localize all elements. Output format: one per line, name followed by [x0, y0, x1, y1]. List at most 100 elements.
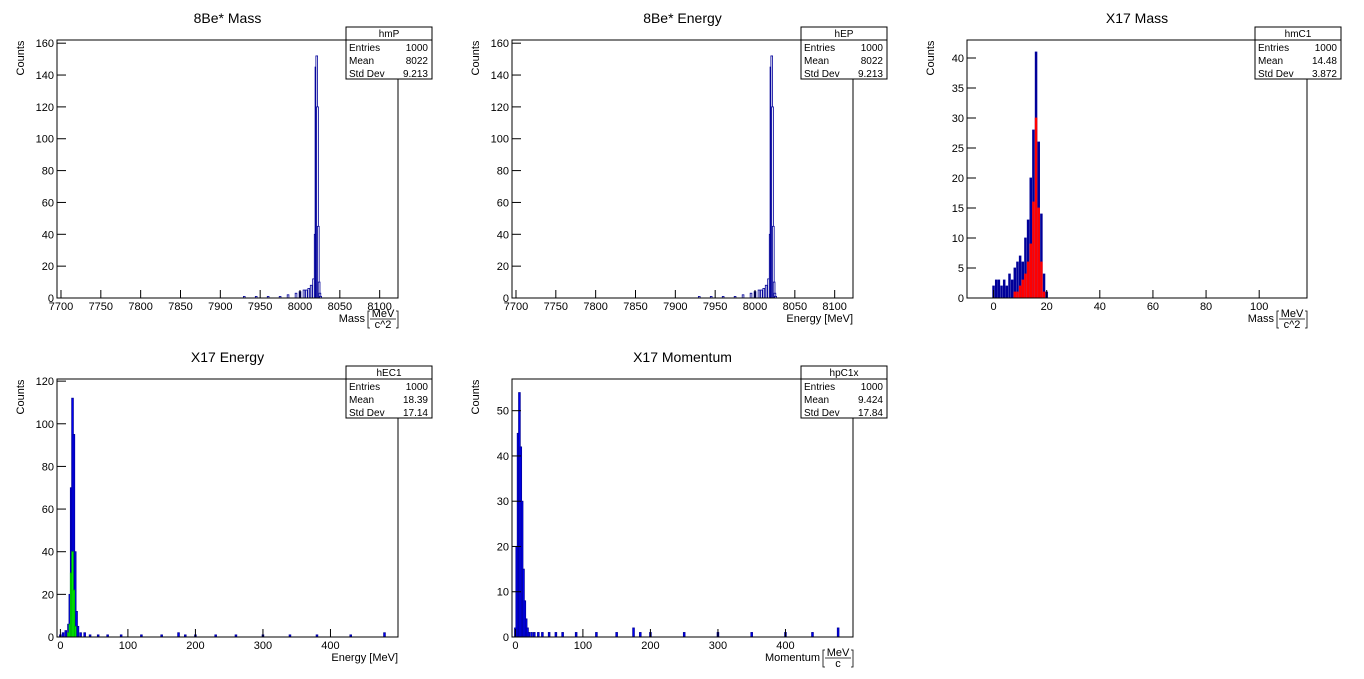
y-tick-label: 35 — [952, 83, 964, 95]
stats-row-value: 8022 — [406, 56, 429, 67]
x-tick-label: 300 — [709, 640, 727, 652]
x-tick-label: 80 — [1200, 301, 1212, 313]
x-tick-label: 8100 — [822, 301, 846, 313]
x-tick-label: 7700 — [504, 301, 528, 313]
stats-row-key: Entries — [349, 382, 380, 393]
y-tick-label: 0 — [503, 632, 509, 644]
x-tick-label: 100 — [574, 640, 592, 652]
histogram-bar — [1008, 273, 1011, 299]
y-tick-label: 40 — [42, 547, 54, 559]
y-tick-label: 20 — [952, 173, 964, 185]
histogram-bar — [1029, 243, 1033, 299]
x-tick-label: 8000 — [288, 301, 312, 313]
stats-box-frame — [800, 26, 888, 80]
y-axis-label: Counts — [470, 40, 482, 75]
y-tick-label: 120 — [36, 102, 54, 114]
y-axis-label: Counts — [15, 379, 27, 414]
stats-row-key: Entries — [1258, 43, 1289, 54]
histogram-bar — [61, 632, 65, 638]
stats-box-name: hmP — [379, 29, 400, 40]
histogram-bar — [994, 279, 998, 299]
histogram-bar — [997, 279, 1001, 299]
x-tick-label: 200 — [641, 640, 659, 652]
y-tick-label: 40 — [42, 229, 54, 241]
stats-row-value: 1000 — [406, 43, 429, 54]
histogram-bar — [530, 632, 533, 638]
stats-row-key: Std Dev — [804, 69, 840, 80]
histogram-bar — [305, 289, 308, 299]
y-tick-label: 100 — [36, 419, 54, 431]
x-tick-label: 7800 — [583, 301, 607, 313]
y-tick-label: 20 — [497, 261, 509, 273]
histogram-bar — [682, 632, 686, 638]
x-tick-label: 400 — [776, 640, 794, 652]
histogram-bar — [307, 288, 311, 299]
histogram-bar — [1005, 285, 1009, 299]
histogram-bar — [760, 289, 763, 299]
chart-title: 8Be* Mass — [194, 10, 262, 26]
y-tick-label: 140 — [491, 70, 509, 82]
histogram-bar — [615, 632, 618, 638]
plot-frame — [511, 39, 854, 299]
plot-frame — [56, 378, 399, 638]
y-tick-label: 10 — [497, 587, 509, 599]
histogram-bar — [309, 284, 313, 299]
x-unit-denominator: c^2 — [1284, 319, 1301, 331]
stats-row-key: Entries — [349, 43, 380, 54]
histogram-bar — [527, 632, 531, 638]
histogram-bar — [79, 632, 82, 638]
y-tick-label: 60 — [42, 504, 54, 516]
y-tick-label: 30 — [952, 113, 964, 125]
x-unit-right-bracket — [851, 649, 854, 668]
histogram-bar — [632, 627, 635, 638]
stats-row-key: Std Dev — [349, 69, 385, 80]
x-tick-label: 8100 — [367, 301, 391, 313]
histogram-bar — [537, 632, 540, 638]
histogram-bar — [811, 632, 814, 638]
histogram-bar — [177, 632, 180, 638]
histogram-bar — [294, 292, 298, 299]
histogram-bar — [836, 627, 840, 638]
stats-row-value: 9.213 — [858, 69, 883, 80]
x-unit-numerator: MeV — [1281, 308, 1304, 320]
y-tick-label: 40 — [497, 229, 509, 241]
stats-row-key: Entries — [804, 382, 835, 393]
y-tick-label: 60 — [497, 197, 509, 209]
histogram-bar — [1034, 117, 1038, 299]
histogram-bar — [764, 284, 768, 299]
y-tick-label: 100 — [36, 134, 54, 146]
histogram-bar — [1018, 285, 1022, 299]
histogram-bar — [1002, 279, 1006, 299]
series-1 — [514, 392, 840, 638]
x-axis-label: Energy [MeV] — [786, 313, 853, 325]
histogram-bar — [749, 292, 753, 299]
y-tick-label: 20 — [42, 261, 54, 273]
histogram-bar — [1010, 279, 1014, 299]
histogram-bar — [561, 632, 564, 638]
y-tick-label: 100 — [491, 134, 509, 146]
stats-row-value: 1000 — [1315, 43, 1338, 54]
y-tick-label: 80 — [497, 166, 509, 178]
stats-row-key: Std Dev — [1258, 69, 1294, 80]
stats-row-key: Std Dev — [804, 408, 840, 419]
x-tick-label: 7700 — [49, 301, 73, 313]
y-axis-label: Counts — [470, 379, 482, 414]
x-unit-left-bracket — [822, 649, 825, 668]
histogram-bar — [1000, 285, 1003, 299]
y-tick-label: 5 — [958, 263, 964, 275]
stats-box-frame — [345, 365, 433, 419]
x-tick-label: 0 — [512, 640, 518, 652]
stats-row-value: 18.39 — [403, 395, 428, 406]
x-tick-label: 7850 — [623, 301, 647, 313]
histogram-bar — [762, 288, 766, 299]
plot-frame — [56, 39, 399, 299]
x-tick-label: 60 — [1147, 301, 1159, 313]
histogram-bar — [554, 632, 558, 638]
y-tick-label: 30 — [497, 496, 509, 508]
stats-box: hpC1x Entries 1000 Mean 9.424 Std Dev 17.84 — [800, 365, 888, 419]
x-tick-label: 400 — [321, 640, 339, 652]
x-unit-left-bracket — [1276, 310, 1279, 329]
plot-frame — [966, 39, 1308, 299]
x-axis-label: Momentum — [765, 652, 820, 664]
